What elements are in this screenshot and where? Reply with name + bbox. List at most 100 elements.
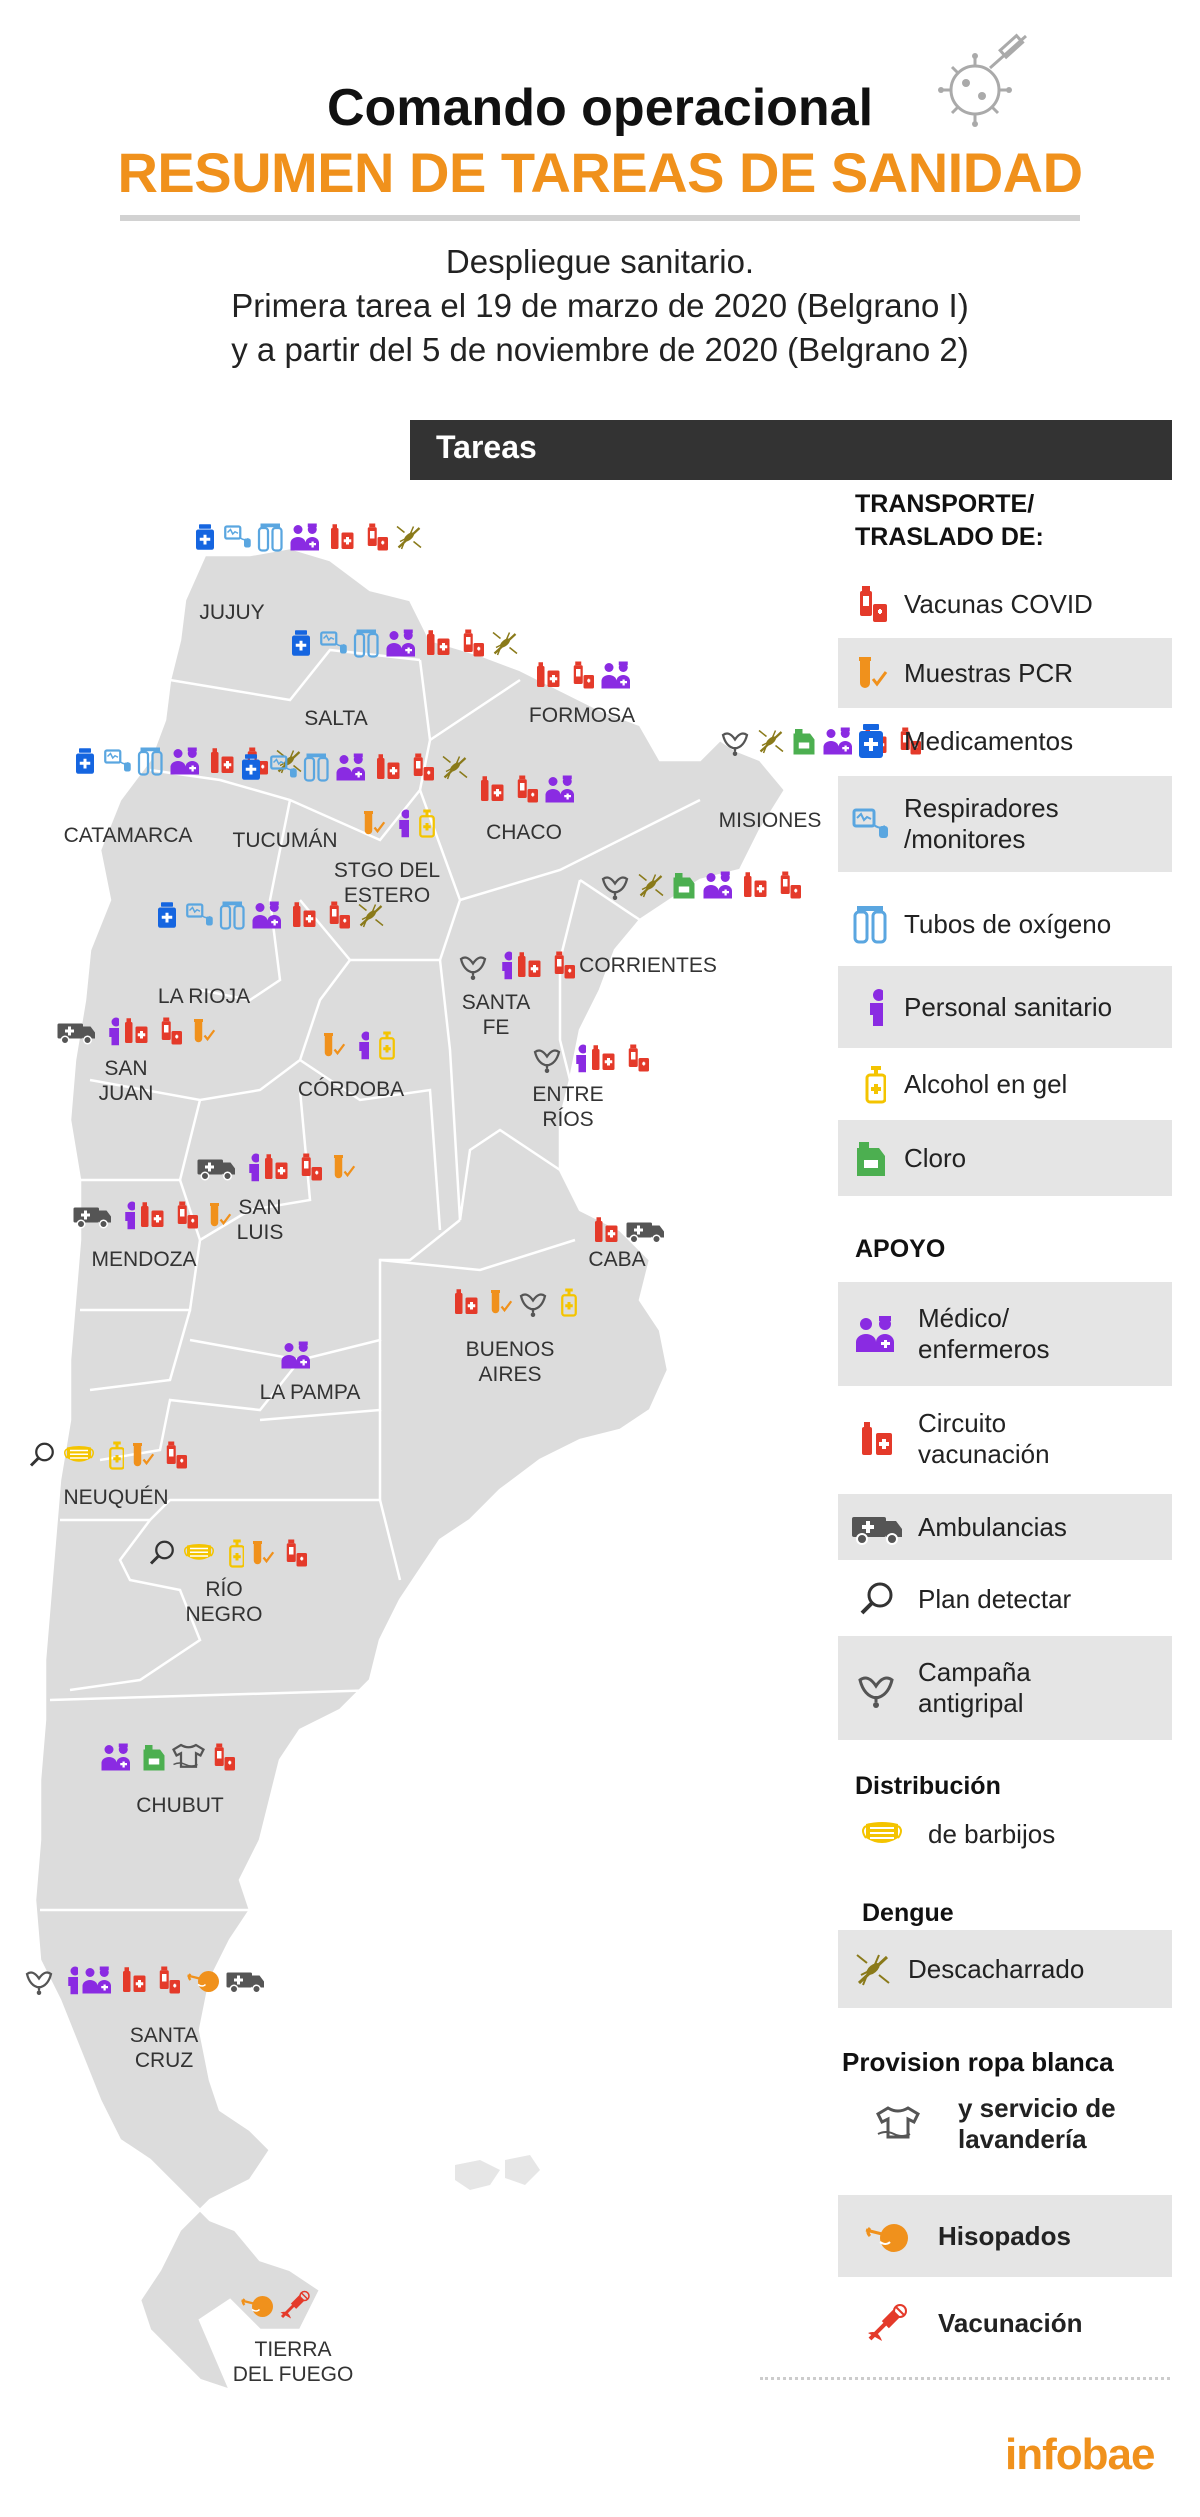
tubes-icon xyxy=(838,904,904,944)
legend-label: Circuito vacunación xyxy=(918,1408,1050,1469)
circuito-icon xyxy=(838,1419,918,1459)
province-label: CORRIENTES xyxy=(579,954,717,977)
tubes-icon xyxy=(302,752,332,782)
legend-dengue-title: Dengue xyxy=(862,1899,954,1927)
province-icons xyxy=(532,1043,652,1073)
province-icons xyxy=(452,1287,577,1317)
legend-row-ambulance: Ambulancias xyxy=(838,1494,1172,1560)
province-label: NEUQUÉN xyxy=(63,1486,169,1509)
pcr-icon xyxy=(328,1152,358,1182)
medic-icon xyxy=(544,774,580,804)
ambulance-icon xyxy=(625,1215,667,1245)
personal-icon xyxy=(241,1152,259,1182)
cloro-icon xyxy=(789,726,819,756)
medic-icon xyxy=(335,752,371,782)
alcohol-icon xyxy=(838,1064,904,1104)
circuito-icon xyxy=(478,774,508,804)
medic-icon xyxy=(100,1742,136,1772)
legend-row-respirator: Respiradores /monitores xyxy=(838,776,1172,872)
tubes-icon xyxy=(256,522,286,552)
pcr-icon xyxy=(247,1538,277,1568)
tareas-header: Tareas xyxy=(410,420,1172,480)
dotted-divider xyxy=(760,2377,1170,2380)
barbijo-icon xyxy=(61,1440,99,1470)
personal-icon xyxy=(60,1965,78,1995)
blue-meds-icon xyxy=(152,900,182,930)
vacunacion-icon xyxy=(838,2303,938,2343)
vaccine-icon xyxy=(838,584,904,624)
legend-label: Plan detectar xyxy=(918,1583,1072,1614)
legend-apoyo-title: APOYO xyxy=(855,1235,946,1263)
circuito-icon xyxy=(138,1200,168,1230)
province-icons xyxy=(280,1340,316,1370)
province-label: CHUBUT xyxy=(136,1794,224,1817)
hisopado-icon xyxy=(838,2216,938,2256)
legend-label: Hisopados xyxy=(938,2220,1071,2251)
province-label: SALTA xyxy=(304,707,368,730)
province-label: MENDOZA xyxy=(91,1248,197,1271)
medic-icon xyxy=(702,870,738,900)
blue-meds-icon xyxy=(286,628,316,658)
dengue-icon xyxy=(636,870,666,900)
legend-row-tubes: Tubos de oxígeno xyxy=(838,888,1172,960)
map-shape xyxy=(33,546,787,2393)
legend-label: de barbijos xyxy=(928,1818,1056,1849)
circuito-icon xyxy=(122,1016,152,1046)
blue-meds-icon xyxy=(70,746,100,776)
legend-label: Muestras PCR xyxy=(904,657,1074,688)
legend-row-blue-meds: Medicamentos xyxy=(838,712,1172,770)
legend-distribucion-title: Distribución xyxy=(855,1772,1001,1800)
subtitle-line: y a partir del 5 de noviembre de 2020 (B… xyxy=(231,331,969,368)
legend-label: Cloro xyxy=(904,1142,967,1173)
subtitle-line: Despliegue sanitario. xyxy=(445,243,755,280)
antigripal-icon xyxy=(600,870,633,900)
vaccine-icon xyxy=(155,1016,185,1046)
medic-icon xyxy=(280,1340,316,1370)
cloro-icon xyxy=(669,870,699,900)
personal-icon xyxy=(838,987,904,1027)
province-label: LA PAMPA xyxy=(259,1381,361,1404)
alcohol-icon xyxy=(412,808,435,838)
legend-row-pcr: Muestras PCR xyxy=(838,638,1172,708)
vaccine-icon xyxy=(171,1200,201,1230)
personal-icon xyxy=(391,808,409,838)
antigripal-icon xyxy=(838,1668,918,1708)
respirator-icon xyxy=(269,752,299,782)
pcr-icon xyxy=(127,1440,157,1470)
province-label: ENTRE RÍOS xyxy=(532,1083,604,1131)
pcr-icon xyxy=(838,653,904,693)
detectar-icon xyxy=(838,1579,918,1619)
legend-label: Tubos de oxígeno xyxy=(904,908,1112,939)
province-icons xyxy=(358,808,435,838)
personal-icon xyxy=(568,1043,586,1073)
falkland-islands xyxy=(455,2155,540,2190)
blue-meds-icon xyxy=(236,752,266,782)
circuito-icon xyxy=(374,752,404,782)
legend-label: Respiradores /monitores xyxy=(904,793,1059,854)
personal-icon xyxy=(117,1200,135,1230)
vaccine-icon xyxy=(894,726,924,756)
respirator-icon xyxy=(185,900,215,930)
province-icons xyxy=(70,746,304,776)
province-label: CÓRDOBA xyxy=(297,1078,405,1101)
province-icons xyxy=(318,1030,395,1060)
personal-icon xyxy=(101,1016,119,1046)
dengue-icon xyxy=(394,522,424,552)
province-label: RÍO NEGRO xyxy=(185,1578,263,1626)
province-icons xyxy=(286,628,520,658)
legend-label: Personal sanitario xyxy=(904,991,1113,1022)
medic-icon xyxy=(169,746,205,776)
circuito-icon xyxy=(515,950,545,980)
dengue-icon xyxy=(490,628,520,658)
province-label: JUJUY xyxy=(199,601,265,624)
legend-label: Campaña antigripal xyxy=(918,1657,1031,1718)
vaccine-icon xyxy=(208,1742,238,1772)
tubes-icon xyxy=(218,900,248,930)
legend-label: Ambulancias xyxy=(918,1511,1067,1542)
legend-row-vacunacion: Vacunación xyxy=(838,2288,1172,2358)
vaccine-icon xyxy=(295,1152,325,1182)
legend-label: y servicio de lavandería xyxy=(958,2093,1116,2154)
vaccine-icon xyxy=(407,752,437,782)
antigripal-icon xyxy=(532,1043,565,1073)
medic-icon xyxy=(822,726,858,756)
